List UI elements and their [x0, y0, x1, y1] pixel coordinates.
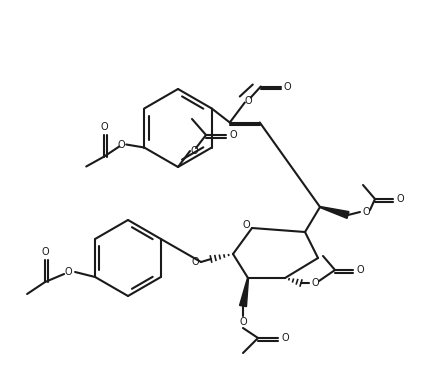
Polygon shape	[240, 278, 248, 306]
Text: O: O	[281, 333, 289, 343]
Text: O: O	[356, 265, 364, 275]
Text: O: O	[191, 257, 199, 267]
Text: O: O	[362, 207, 370, 217]
Text: O: O	[190, 146, 198, 156]
Text: O: O	[239, 317, 247, 327]
Text: O: O	[284, 82, 292, 91]
Text: O: O	[41, 247, 49, 257]
Text: O: O	[117, 139, 125, 150]
Text: O: O	[101, 121, 108, 132]
Text: O: O	[311, 278, 319, 288]
Text: O: O	[64, 267, 72, 277]
Text: O: O	[242, 220, 250, 230]
Text: O: O	[396, 194, 404, 204]
Text: O: O	[245, 97, 253, 106]
Text: O: O	[229, 130, 237, 140]
Polygon shape	[320, 206, 349, 218]
